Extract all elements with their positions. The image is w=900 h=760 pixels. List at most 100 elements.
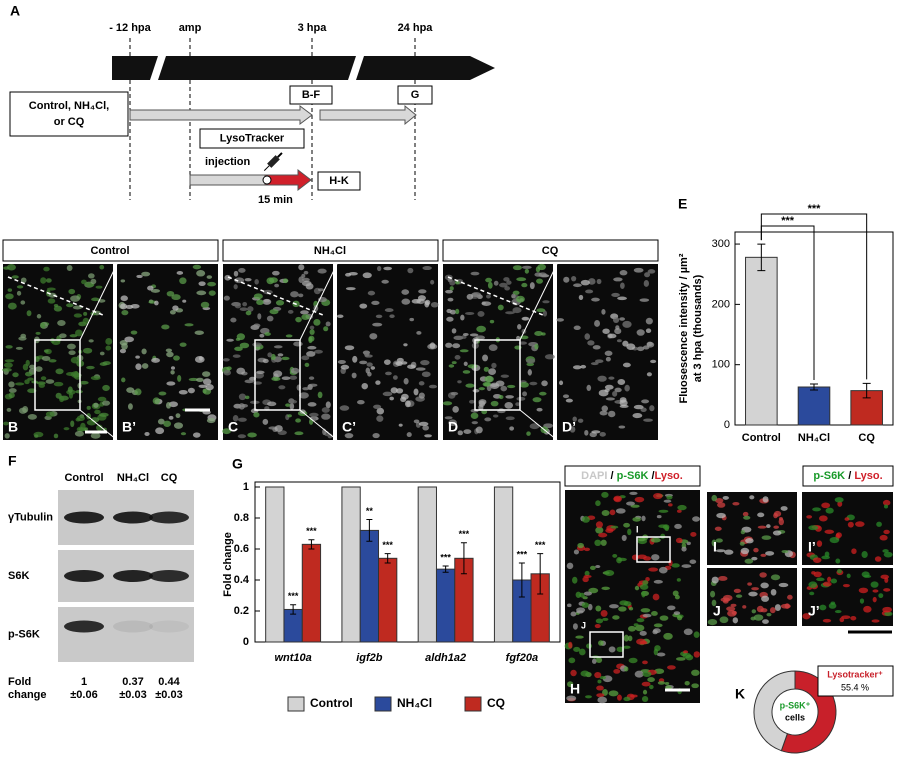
cell-nucleus — [760, 582, 769, 589]
cell-nucleus — [452, 406, 459, 413]
cell-nucleus — [298, 293, 304, 298]
cell-nucleus — [208, 290, 216, 296]
cell-nucleus — [487, 281, 493, 289]
cell-nucleus — [624, 384, 630, 392]
cell-nucleus — [120, 295, 128, 302]
cell-nucleus — [407, 364, 416, 369]
cell-nucleus — [591, 297, 600, 302]
cell-nucleus — [518, 341, 527, 345]
cell-nucleus — [53, 305, 63, 312]
cell-nucleus — [595, 359, 604, 364]
cell-nucleus — [609, 604, 619, 609]
fold-value: 1 — [81, 676, 87, 688]
cell-nucleus — [512, 307, 522, 314]
cell-nucleus — [321, 413, 331, 420]
panel-letter: B’ — [122, 419, 136, 435]
legend-swatch — [287, 696, 305, 712]
cell-nucleus — [612, 390, 618, 397]
cell-nucleus — [677, 615, 683, 621]
cell-nucleus — [53, 433, 59, 439]
cell-nucleus — [237, 417, 247, 422]
cell-nucleus — [446, 308, 452, 314]
cell-nucleus — [674, 523, 682, 530]
cell-nucleus — [504, 402, 514, 409]
cell-nucleus — [609, 509, 616, 516]
cell-nucleus — [536, 308, 546, 313]
fold-error: ±0.06 — [70, 689, 97, 701]
cell-nucleus — [751, 556, 758, 561]
cell-nucleus — [648, 567, 659, 572]
cell-nucleus — [302, 387, 310, 391]
cell-nucleus — [7, 288, 13, 292]
cell-nucleus — [395, 361, 403, 367]
cell-nucleus — [87, 273, 95, 279]
cell-nucleus — [749, 495, 755, 500]
band — [64, 570, 104, 582]
cell-nucleus — [462, 332, 469, 336]
cell-nucleus — [516, 295, 525, 303]
cell-nucleus — [642, 345, 650, 350]
condition-header — [442, 239, 659, 262]
cell-nucleus — [205, 384, 214, 391]
cell-nucleus — [395, 388, 404, 394]
cell-nucleus — [242, 301, 248, 307]
cell-nucleus — [303, 270, 309, 275]
cell-nucleus — [40, 376, 47, 381]
cell-nucleus — [757, 525, 767, 529]
cell-nucleus — [521, 316, 530, 321]
cell-nucleus — [512, 265, 522, 271]
cell-nucleus — [676, 509, 682, 513]
cell-nucleus — [173, 355, 180, 361]
cell-nucleus — [773, 512, 778, 519]
cell-nucleus — [780, 506, 788, 511]
cell-nucleus — [825, 507, 834, 514]
cell-nucleus — [475, 426, 483, 434]
cell-nucleus — [632, 413, 643, 419]
cell-nucleus — [719, 616, 729, 624]
cell-nucleus — [471, 421, 478, 425]
cell-nucleus — [572, 416, 577, 422]
cell-nucleus — [590, 362, 599, 366]
cell-nucleus — [403, 378, 409, 385]
cell-nucleus — [623, 634, 629, 642]
cell-nucleus — [663, 499, 672, 503]
value-label: 55.4 % — [841, 682, 869, 692]
cell-nucleus — [594, 624, 601, 629]
panel-letter: C — [228, 419, 238, 435]
blot-label: p-S6K — [8, 628, 40, 640]
slice-label: Lysotracker⁺ — [827, 669, 883, 679]
cell-nucleus — [628, 657, 638, 664]
cell-nucleus — [682, 652, 692, 659]
cell-nucleus — [784, 603, 790, 609]
cell-nucleus — [339, 405, 350, 411]
cell-nucleus — [735, 594, 743, 598]
cell-nucleus — [452, 343, 461, 349]
cell-nucleus — [608, 690, 619, 697]
cell-nucleus — [883, 588, 891, 592]
cell-nucleus — [351, 372, 357, 379]
cell-nucleus — [141, 348, 147, 355]
cell-nucleus — [652, 593, 660, 601]
cell-nucleus — [237, 434, 247, 439]
cell-nucleus — [70, 420, 75, 428]
cell-nucleus — [179, 277, 187, 285]
cell-nucleus — [861, 551, 868, 558]
cell-nucleus — [605, 356, 611, 362]
cell-nucleus — [650, 359, 657, 364]
cell-nucleus — [627, 635, 633, 642]
cell-nucleus — [82, 317, 90, 325]
cell-nucleus — [282, 278, 289, 284]
cell-nucleus — [232, 414, 239, 422]
cell-nucleus — [580, 364, 587, 369]
cell-nucleus — [398, 423, 403, 427]
cell-nucleus — [639, 298, 650, 302]
cell-nucleus — [447, 297, 454, 302]
cell-nucleus — [639, 630, 647, 636]
cell-nucleus — [883, 504, 889, 509]
cell-nucleus — [592, 345, 601, 350]
cell-nucleus — [22, 405, 29, 413]
cell-nucleus — [176, 271, 184, 275]
cell-nucleus — [816, 577, 825, 582]
cell-nucleus — [400, 361, 408, 365]
cell-nucleus — [275, 300, 285, 306]
